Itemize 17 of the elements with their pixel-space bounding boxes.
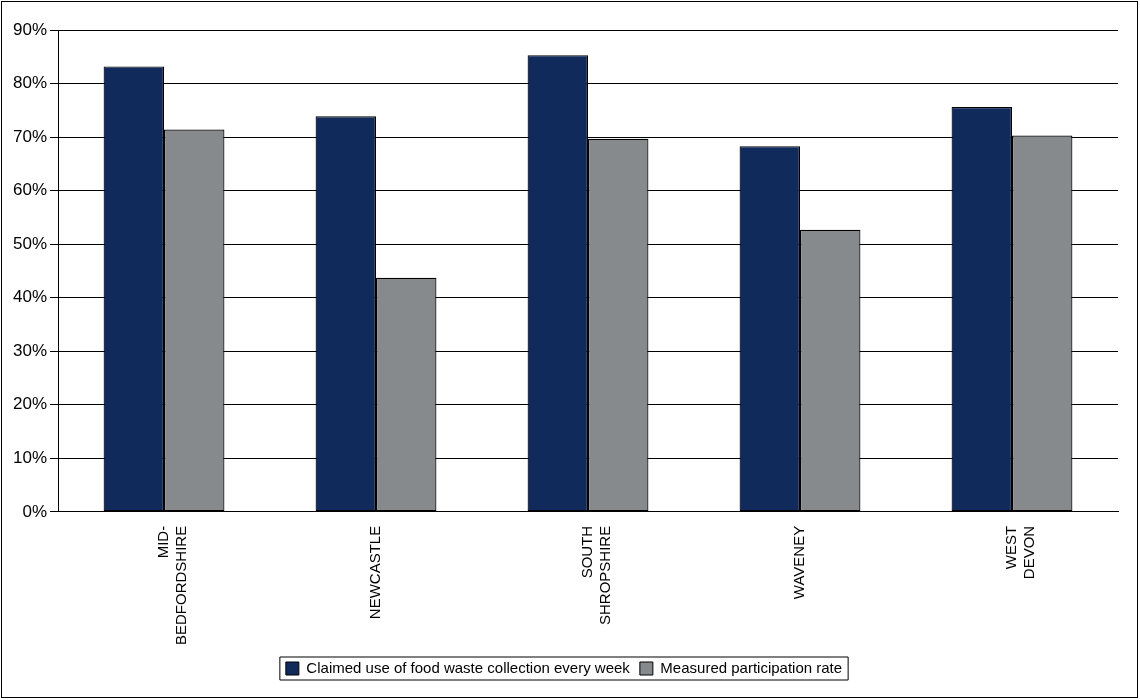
y-tick-label: 50% [12,233,48,253]
legend-label: Measured participation rate [660,658,843,676]
y-tick-label: 30% [12,340,48,360]
y-tick-label: 10% [12,447,48,467]
y-tick-label: 80% [12,73,48,93]
y-tick-label: 70% [12,126,48,146]
x-tick-label: MID-BEDFORDSHIRE [154,525,190,646]
y-tick-label: 40% [12,287,48,307]
x-tick-label: WEST DEVON [1002,525,1038,580]
x-tick-label: WAVENEY [790,525,808,600]
y-tick-label: 0% [22,501,48,521]
y-tick-label: 60% [12,180,48,200]
x-tick-label: NEWCASTLE [366,525,384,620]
x-tick-label: SOUTH SHROPSHIRE [578,525,614,626]
y-tick-label: 90% [12,19,48,39]
legend-label: Claimed use of food waste collection every week [306,658,631,676]
y-tick-label: 20% [12,394,48,414]
